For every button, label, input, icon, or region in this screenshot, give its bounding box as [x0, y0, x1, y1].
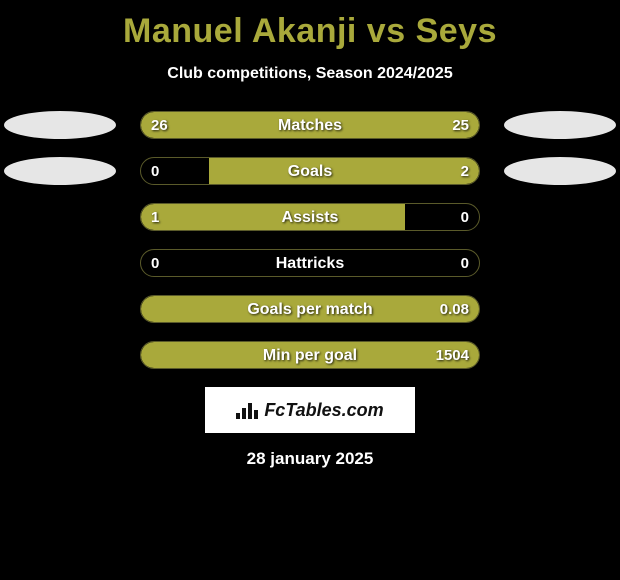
watermark-badge: FcTables.com [205, 387, 415, 433]
date-label: 28 january 2025 [0, 449, 620, 469]
stat-bar-track: 00Hattricks [140, 249, 480, 277]
stat-bar-track: 0.08Goals per match [140, 295, 480, 323]
player-right-badge [504, 157, 616, 185]
stat-label: Goals per match [141, 296, 479, 323]
player-left-badge [4, 111, 116, 139]
player-left-badge [4, 157, 116, 185]
stat-label: Assists [141, 204, 479, 231]
stats-comparison: 2625Matches 02Goals 10Assists 00Hattricks 0.… [0, 111, 620, 369]
stat-label: Hattricks [141, 250, 479, 277]
bars-icon [236, 401, 258, 419]
stat-row: 10Assists [0, 203, 620, 231]
watermark-text: FcTables.com [264, 400, 383, 421]
page-title: Manuel Akanji vs Seys [0, 0, 620, 51]
stat-bar-track: 2625Matches [140, 111, 480, 139]
stat-row: 0.08Goals per match [0, 295, 620, 323]
stat-row: 2625Matches [0, 111, 620, 139]
stat-row: 1504Min per goal [0, 341, 620, 369]
stat-row: 02Goals [0, 157, 620, 185]
stat-row: 00Hattricks [0, 249, 620, 277]
player-right-badge [504, 111, 616, 139]
stat-bar-track: 02Goals [140, 157, 480, 185]
stat-label: Matches [141, 112, 479, 139]
stat-label: Goals [141, 158, 479, 185]
stat-bar-track: 10Assists [140, 203, 480, 231]
stat-label: Min per goal [141, 342, 479, 369]
stat-bar-track: 1504Min per goal [140, 341, 480, 369]
page-subtitle: Club competitions, Season 2024/2025 [0, 65, 620, 83]
